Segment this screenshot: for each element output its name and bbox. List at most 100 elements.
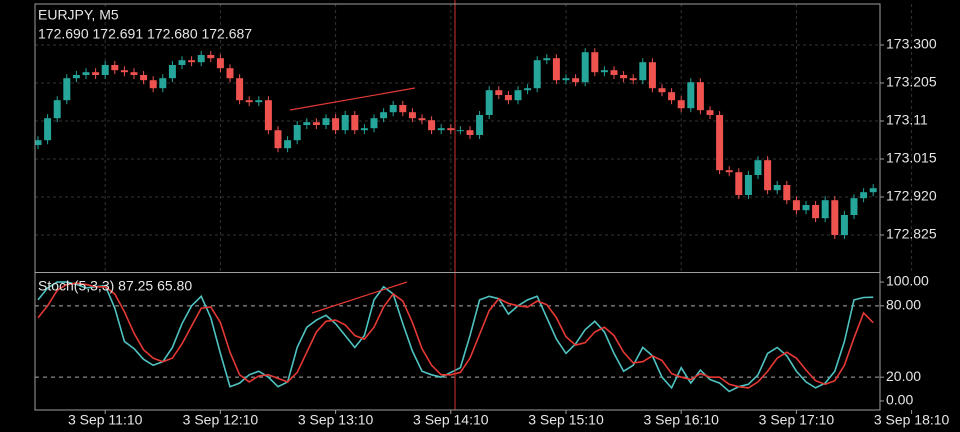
candle-body [341,115,349,131]
candle-body [658,88,666,93]
y-tick-label: 173.205 [886,74,937,90]
candle-body [428,120,436,131]
candle-body [744,175,752,195]
candle-body [572,78,580,83]
candle-body [120,70,128,73]
candle-body [456,130,464,132]
y-tick-label: 100.00 [886,273,929,289]
candle-body [322,118,330,125]
candle-body [111,65,119,71]
candle-body [821,200,829,219]
y-tick-label: 173.11 [886,112,928,128]
candle-body [485,90,493,115]
candle-body [562,78,570,81]
candle-body [850,198,858,215]
candle-body [437,128,445,131]
candle-body [101,65,109,75]
y-tick-label: 172.825 [886,226,937,242]
candle-body [581,52,589,83]
candle-body [543,58,551,61]
candle-body [476,115,484,135]
x-tick-label: 3 Sep 18:10 [874,412,950,428]
marks [34,48,877,393]
candle-body [812,205,820,219]
candle-body [82,72,90,75]
candle-body [351,115,359,131]
candle-body [274,130,282,149]
candle-body [245,100,253,103]
y-tick-label: 173.300 [886,36,937,52]
candle-body [159,78,167,89]
candle-body [303,122,311,125]
candle-body [735,172,743,195]
candle-body [639,62,647,81]
y-tick-label: 172.920 [886,188,937,204]
candle-body [226,68,234,79]
y-tick-label: 20.00 [886,368,921,384]
candle-body [72,75,80,79]
candle-body [716,115,724,171]
x-tick-label: 3 Sep 16:10 [643,412,719,428]
candle-body [773,185,781,191]
candle-body [264,100,272,131]
candle-body [495,90,503,95]
chart-title: EURJPY, M5 [38,7,119,23]
indicator-title: Stoch(5,3,3) 87.25 65.80 [38,278,192,294]
candle-body [668,92,676,101]
candle-body [293,125,301,141]
candle-body [696,82,704,111]
candle-body [360,128,368,131]
candle-body [783,185,791,201]
candle-body [629,78,637,81]
trend-line [311,281,408,314]
candle-body [792,200,800,211]
candle-body [168,65,176,79]
y-tick-label: 0.00 [886,392,913,408]
x-tick-label: 3 Sep 13:10 [298,412,374,428]
candle-body [92,72,100,75]
candle-body [687,82,695,109]
trend-line [289,87,416,111]
candle-body [380,112,388,119]
candle-body [44,118,52,141]
candle-body [140,75,148,81]
candle-body [197,55,205,63]
candle-body [466,130,474,135]
series-line [37,282,874,389]
candle-body [34,140,42,145]
candle-body [53,100,61,119]
candle-body [648,62,656,89]
series-line [37,281,874,393]
candle-body [533,60,541,89]
candle-body [591,52,599,73]
candle-body [418,118,426,121]
candle-body [831,200,839,235]
candle-body [725,170,733,173]
candle-body [524,88,532,91]
y-tick-label: 80.00 [886,297,921,313]
candle-body [620,75,628,79]
x-tick-label: 3 Sep 15:10 [528,412,604,428]
candle-body [216,58,224,69]
candle-body [178,60,186,65]
x-tick-label: 3 Sep 14:10 [413,412,489,428]
candle-body [236,78,244,101]
candle-body [754,160,762,175]
candle-body [332,118,340,131]
candle-body [389,105,397,113]
candle-body [504,95,512,101]
candle-body [447,128,455,131]
x-tick-label: 3 Sep 17:10 [759,412,835,428]
candle-body [207,55,215,59]
candle-body [610,70,618,75]
x-tick-label: 3 Sep 12:10 [183,412,259,428]
candle-body [188,60,196,63]
candle-body [600,70,608,73]
candle-body [869,188,877,193]
y-tick-label: 173.015 [886,150,937,166]
candle-body [312,122,320,125]
candle-body [514,90,522,101]
candle-body [63,78,71,101]
candle-body [284,140,292,149]
